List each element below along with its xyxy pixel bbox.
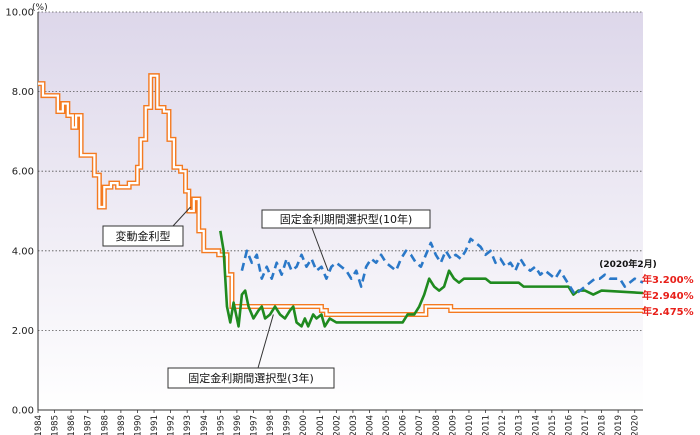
- gridlines: [38, 11, 643, 331]
- x-tick-label: 2017: [581, 415, 591, 435]
- callout-box-fixed10: [261, 209, 431, 229]
- y-tick-label: 10.00: [5, 8, 34, 19]
- x-tick-label: 1989: [117, 415, 127, 435]
- x-tick-label: 1986: [67, 415, 77, 435]
- callout-leader-fixed3: [257, 314, 274, 369]
- x-tick-label: 2008: [432, 415, 442, 435]
- x-tick-label: 2019: [614, 415, 624, 435]
- y-tick-label: 4.00: [12, 246, 34, 257]
- y-axis-unit-label: (%): [32, 3, 48, 13]
- x-tick-label: 2013: [515, 415, 525, 435]
- series-line-fixed3: [219, 230, 644, 328]
- x-tick-label: 2011: [482, 415, 492, 435]
- y-axis-ticks: 0.00 2.00 4.00 6.00 8.00 10.00: [5, 8, 34, 417]
- x-tick-label: 1996: [233, 415, 243, 435]
- x-tick-label: 2009: [448, 415, 458, 435]
- x-tick-label: 2003: [349, 415, 359, 435]
- x-tick-label: 1994: [200, 415, 210, 435]
- axes: [37, 12, 643, 411]
- x-tick-label: 1992: [167, 415, 177, 435]
- x-tick-label: 1988: [100, 415, 110, 435]
- series-line-fixed10: [240, 237, 644, 296]
- x-tick-label: 1997: [249, 415, 259, 435]
- callout-leader-variable: [172, 206, 191, 227]
- callout-label-fixed10: 固定金利期間選択型(10年): [280, 212, 413, 226]
- callout-box-variable: [102, 225, 184, 247]
- x-tick-label: 1993: [183, 415, 193, 435]
- y-tick-label: 2.00: [12, 326, 34, 337]
- x-tick-label: 2016: [564, 415, 574, 435]
- x-tick-label: 1987: [84, 415, 94, 435]
- callout-label-variable: 変動金利型: [116, 229, 171, 243]
- series-line-variable: [38, 74, 645, 316]
- latest-rate-fixed3: 年2.940%: [642, 289, 694, 302]
- series-lines: [38, 73, 646, 328]
- y-tick-label: 0.00: [12, 406, 34, 417]
- x-tick-label: 2010: [465, 415, 475, 435]
- latest-rate-fixed10: 年3.200%: [642, 273, 694, 286]
- callout-box-fixed3: [167, 367, 335, 389]
- x-tick-label: 1990: [133, 415, 143, 435]
- x-tick-label: 1984: [34, 415, 44, 435]
- x-tick-label: 2020: [631, 415, 641, 435]
- x-tick-label: 2006: [399, 415, 409, 435]
- y-tick-label: 8.00: [12, 87, 34, 98]
- x-tick-label: 1998: [266, 415, 276, 435]
- latest-rate-labels: 年3.200% 年2.940% 年2.475%: [642, 273, 694, 318]
- x-tick-label: 2001: [316, 415, 326, 435]
- y-tick-label: 6.00: [12, 167, 34, 178]
- latest-rate-variable: 年2.475%: [642, 305, 694, 318]
- x-tick-label: 2005: [382, 415, 392, 435]
- x-tick-label: 1991: [150, 415, 160, 435]
- latest-date-label: (2020年2月): [599, 258, 657, 270]
- callout-label-fixed3: 固定金利期間選択型(3年): [188, 371, 314, 385]
- x-tick-label: 2014: [531, 415, 541, 435]
- x-tick-label: 2007: [415, 415, 425, 435]
- x-tick-label: 2012: [498, 415, 508, 435]
- series-callouts: 変動金利型 固定金利期間選択型(10年) 固定金利期間選択型(3年): [102, 206, 431, 389]
- x-tick-label: 2002: [332, 415, 342, 435]
- x-tick-label: 2018: [598, 415, 608, 435]
- x-tick-label: 2004: [366, 415, 376, 435]
- x-tick-label: 1999: [283, 415, 293, 435]
- x-tick-label: 2015: [548, 415, 558, 435]
- x-axis-ticks: 1984 1985 1986 1987 1988 1989 1990 1991 1992 1993…: [34, 410, 641, 435]
- x-tick-label: 2000: [299, 415, 309, 435]
- x-tick-label: 1985: [51, 415, 61, 435]
- x-tick-label: 1995: [216, 415, 226, 435]
- callout-leader-fixed10: [311, 227, 329, 271]
